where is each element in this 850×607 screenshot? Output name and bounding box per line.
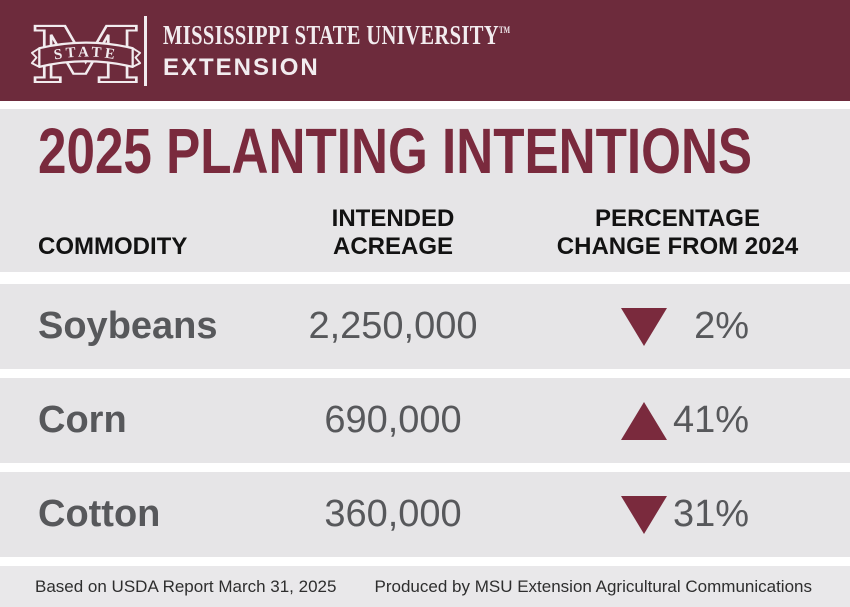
column-header-commodity: COMMODITY: [38, 232, 188, 260]
column-header-acreage: INTENDED ACREAGE: [243, 205, 543, 262]
title-panel: 2025 PLANTING INTENTIONS COMMODITY INTEN…: [0, 109, 850, 272]
masthead-divider: [144, 15, 147, 86]
table-row: Corn 690,000 41%: [0, 378, 850, 463]
acreage-value: 360,000: [324, 493, 462, 535]
logo-banner: [38, 40, 134, 68]
triangle-down-icon: [621, 495, 667, 534]
column-header-change-text: PERCENTAGE CHANGE FROM 2024: [556, 204, 799, 260]
change-indicator: 31%: [543, 493, 812, 536]
change-value: 41%: [673, 399, 750, 441]
acreage-value: 2,250,000: [308, 305, 478, 347]
triangle-down-icon: [621, 307, 667, 346]
table-header-row: COMMODITY INTENDED ACREAGE PERCENTAGE CH…: [38, 205, 812, 262]
change-indicator: 41%: [543, 399, 812, 442]
table-row: Soybeans 2,250,000 2%: [0, 284, 850, 369]
change-value: 2%: [694, 305, 749, 347]
logo-banner-text: STATE: [53, 44, 116, 63]
change-value: 31%: [673, 493, 750, 535]
trademark-symbol: TM: [499, 24, 511, 35]
division-name: EXTENSION: [163, 53, 320, 81]
triangle-up-icon: [621, 401, 667, 440]
university-name-text: MISSISSIPPI STATE UNIVERSITY: [163, 19, 500, 50]
masthead: M STATE MISSISSIPPI STATE UNIVERSITYTM E…: [0, 0, 850, 101]
change-indicator: 2%: [543, 305, 812, 348]
commodity-name: Corn: [38, 399, 127, 441]
university-name: MISSISSIPPI STATE UNIVERSITYTM: [163, 20, 510, 51]
footer: Based on USDA Report March 31, 2025 Prod…: [0, 566, 850, 607]
wordmark: MISSISSIPPI STATE UNIVERSITYTM EXTENSION: [163, 20, 620, 82]
msu-m-state-logo-icon: M STATE: [30, 9, 142, 93]
commodity-name: Soybeans: [38, 305, 218, 347]
svg-text:STATE: STATE: [53, 44, 119, 63]
column-header-change: PERCENTAGE CHANGE FROM 2024: [543, 205, 812, 262]
source-note: Based on USDA Report March 31, 2025: [35, 576, 337, 596]
page-title: 2025 PLANTING INTENTIONS: [38, 115, 753, 187]
commodity-name: Cotton: [38, 493, 161, 535]
column-header-acreage-text: INTENDED ACREAGE: [331, 204, 455, 260]
credit-note: Produced by MSU Extension Agricultural C…: [374, 576, 812, 596]
table-row: Cotton 360,000 31%: [0, 472, 850, 557]
acreage-value: 690,000: [324, 399, 462, 441]
